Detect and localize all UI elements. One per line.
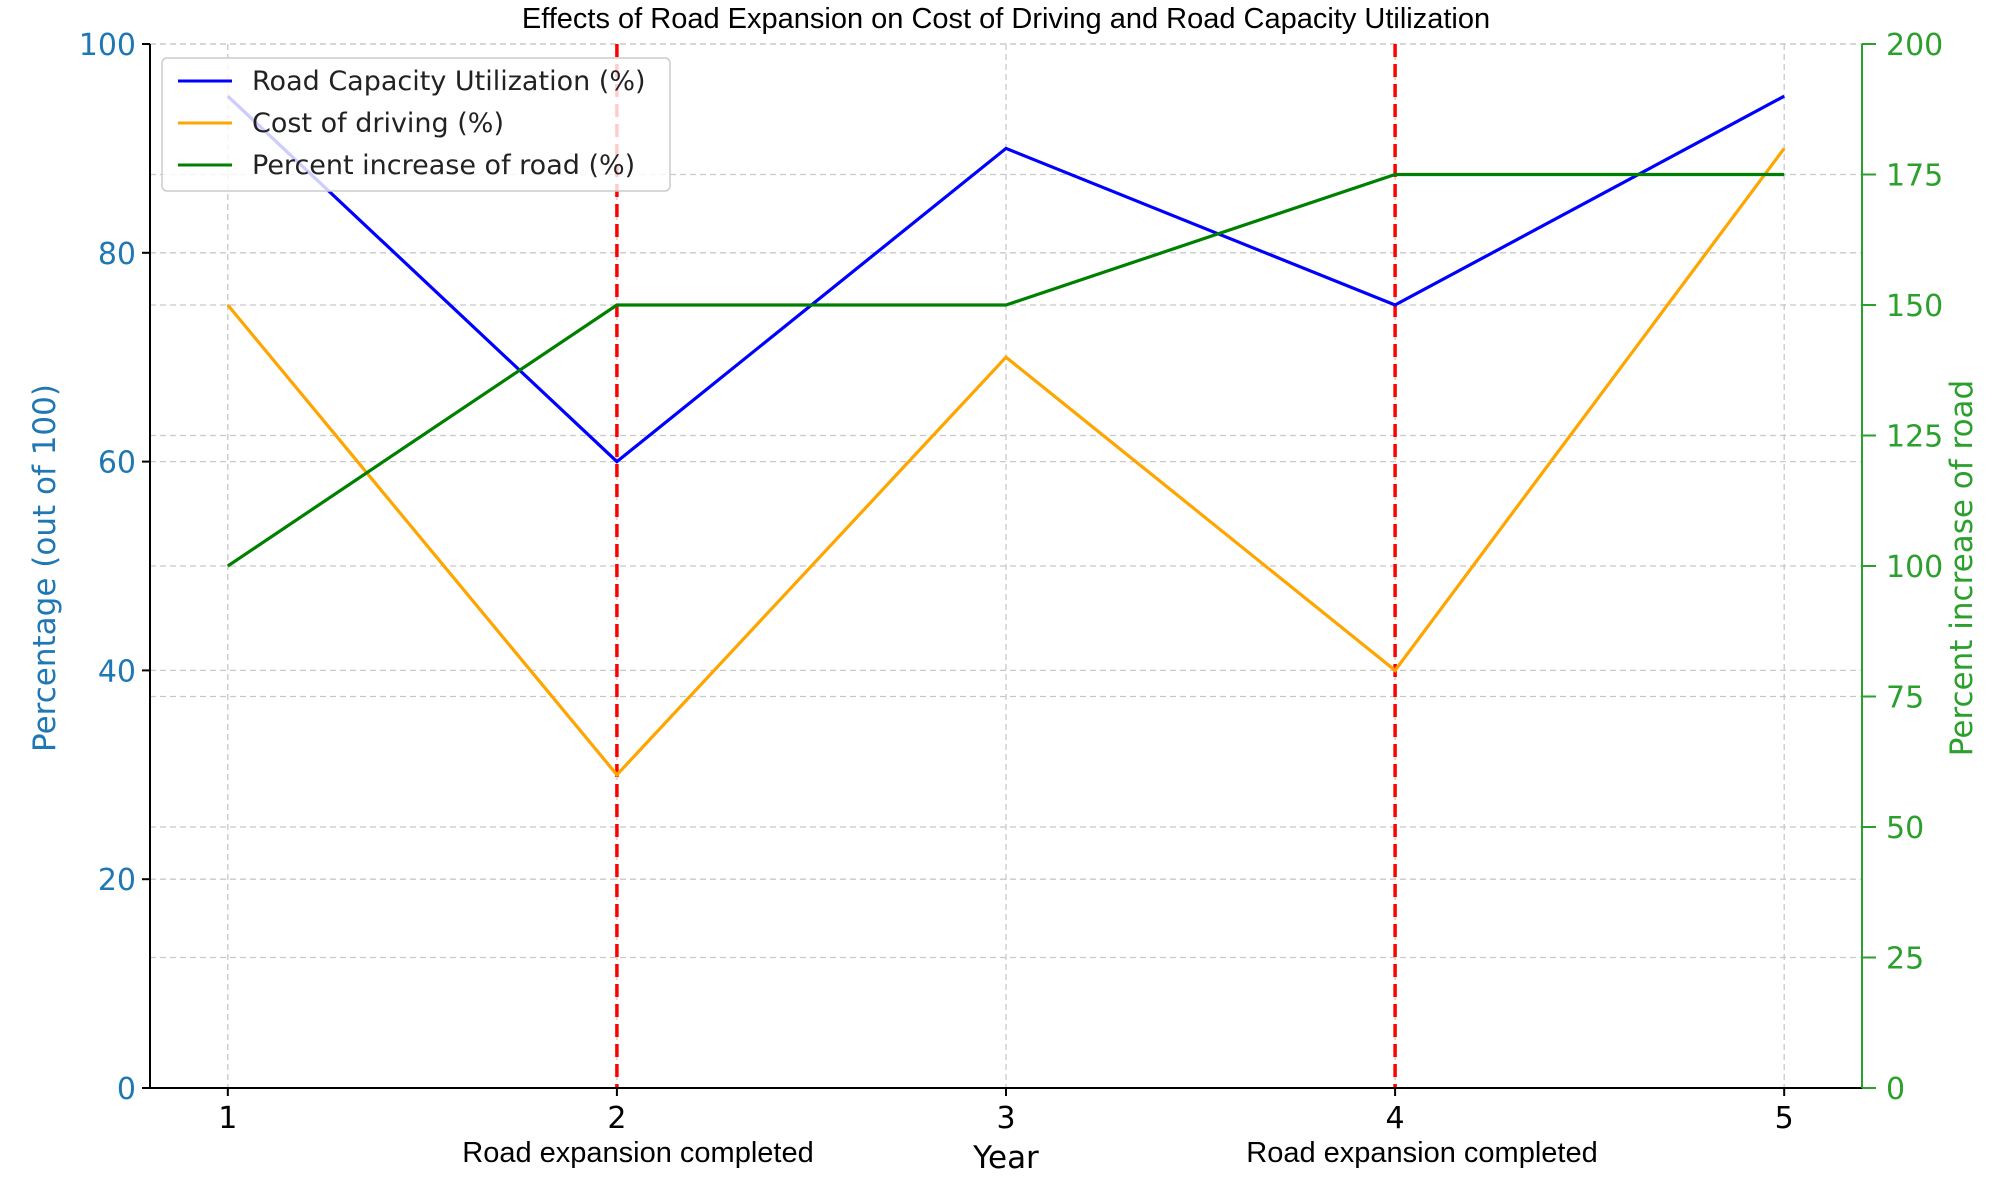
legend-entry: Percent increase of road (%) [252,150,635,181]
y-tick-label-left: 0 [117,1072,136,1107]
series-line [226,147,1786,778]
y-tick-label-left: 60 [98,446,136,481]
y-tick-label-right: 50 [1886,811,1924,846]
y-tick-label-right: 0 [1886,1072,1905,1107]
y-tick-label-right: 100 [1886,550,1943,585]
annotation-label: Road expansion completed [1246,1137,1597,1169]
legend: Road Capacity Utilization (%) Cost of dr… [161,57,671,192]
legend-entry: Cost of driving (%) [252,108,504,139]
series-line [226,172,1785,568]
expansion-markers [615,44,1397,1088]
x-tick-label: 3 [996,1101,1015,1136]
y-axis-left-label: Percentage (out of 100) [27,384,63,752]
series-line [226,94,1785,464]
series-lines [226,94,1786,778]
x-tick-label: 2 [607,1101,626,1136]
legend-entry: Road Capacity Utilization (%) [252,66,646,97]
y-tick-label-left: 40 [98,654,136,689]
x-axis-label: Year [972,1140,1039,1176]
annotation-label: Road expansion completed [462,1137,813,1169]
legend-box [161,57,671,192]
y-tick-label-left: 80 [98,237,136,272]
chart-title: Effects of Road Expansion on Cost of Dri… [522,3,1490,35]
y-tick-label-right: 150 [1886,289,1943,324]
axes [142,43,1876,1096]
y-tick-label-right: 75 [1886,681,1924,716]
y-tick-label-left: 20 [98,863,136,898]
y-tick-label-left: 100 [79,28,136,63]
x-tick-label: 5 [1775,1101,1794,1136]
y-tick-label-right: 25 [1886,942,1924,977]
y-tick-label-right: 175 [1886,159,1943,194]
x-tick-label: 4 [1386,1101,1405,1136]
y-tick-label-right: 200 [1886,28,1943,63]
y-tick-label-right: 125 [1886,420,1943,455]
x-tick-label: 1 [218,1101,237,1136]
y-axis-right-label: Percent increase of road [1944,380,1980,756]
